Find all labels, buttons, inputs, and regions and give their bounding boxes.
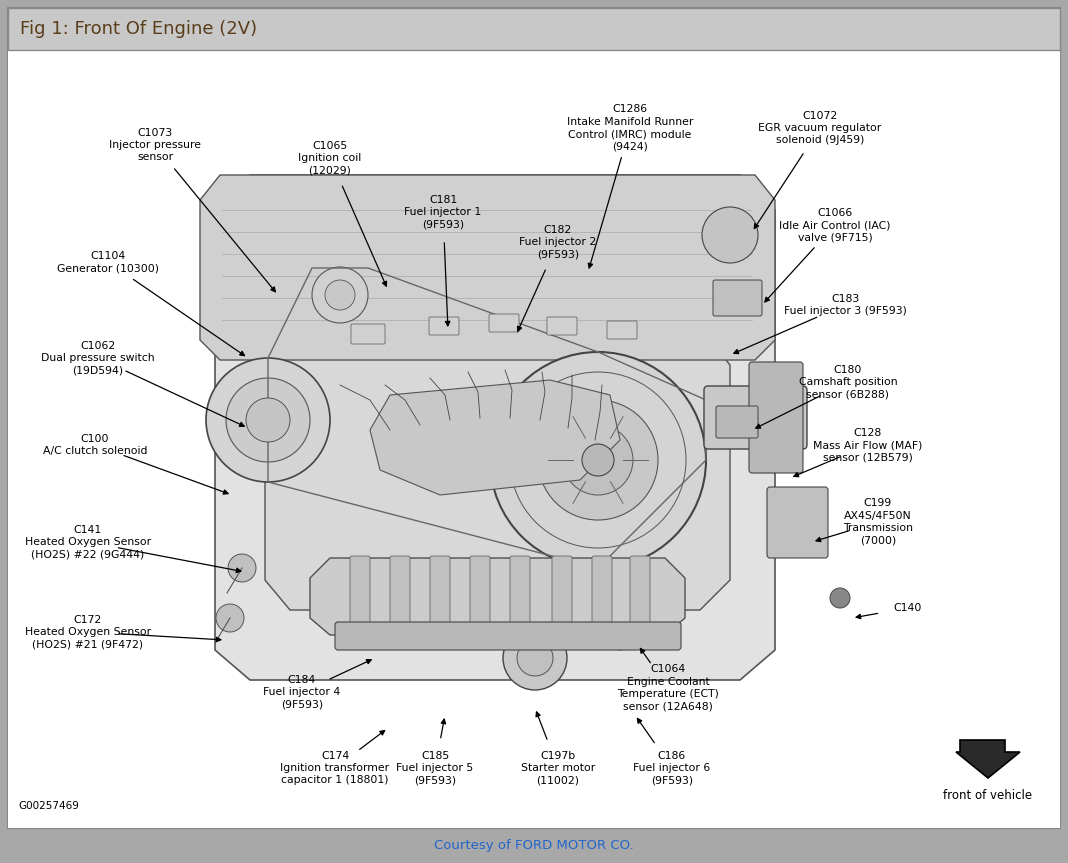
Text: front of vehicle: front of vehicle [943,789,1033,802]
Text: Courtesy of FORD MOTOR CO.: Courtesy of FORD MOTOR CO. [434,839,634,852]
Text: C1065
Ignition coil
(12029): C1065 Ignition coil (12029) [298,141,362,175]
Text: C1072
EGR vacuum regulator
solenoid (9J459): C1072 EGR vacuum regulator solenoid (9J4… [758,110,881,145]
Text: C197b
Starter motor
(11002): C197b Starter motor (11002) [521,751,595,785]
Polygon shape [265,340,731,610]
Text: C100
A/C clutch solenoid: C100 A/C clutch solenoid [43,434,147,457]
Circle shape [503,626,567,690]
FancyBboxPatch shape [335,622,681,650]
Circle shape [490,352,706,568]
Text: C184
Fuel injector 4
(9F593): C184 Fuel injector 4 (9F593) [264,675,341,709]
Circle shape [312,267,368,323]
FancyBboxPatch shape [470,556,490,638]
Circle shape [702,207,758,263]
FancyBboxPatch shape [607,321,637,339]
FancyBboxPatch shape [713,280,761,316]
Text: C1104
Generator (10300): C1104 Generator (10300) [57,251,159,274]
Text: C1066
Idle Air Control (IAC)
valve (9F715): C1066 Idle Air Control (IAC) valve (9F71… [780,208,891,243]
Polygon shape [200,175,775,360]
Bar [7,8,1061,50]
Circle shape [830,588,850,608]
Text: C1062
Dual pressure switch
(19D594): C1062 Dual pressure switch (19D594) [42,341,155,375]
Text: C183
Fuel injector 3 (9F593): C183 Fuel injector 3 (9F593) [784,293,907,316]
FancyBboxPatch shape [592,556,612,638]
FancyBboxPatch shape [716,406,758,438]
Text: G00257469: G00257469 [18,801,79,811]
FancyBboxPatch shape [749,362,803,473]
Text: C140: C140 [894,603,922,613]
Text: C181
Fuel injector 1
(9F593): C181 Fuel injector 1 (9F593) [405,194,482,230]
Text: C1073
Injector pressure
sensor: C1073 Injector pressure sensor [109,128,201,162]
Polygon shape [370,380,621,495]
Circle shape [206,358,330,482]
Circle shape [582,444,614,476]
Circle shape [325,280,355,310]
FancyBboxPatch shape [704,386,807,449]
Circle shape [608,626,632,650]
FancyBboxPatch shape [511,556,530,638]
Circle shape [226,378,310,462]
Circle shape [517,640,553,676]
FancyBboxPatch shape [552,556,572,638]
Polygon shape [215,175,775,680]
FancyBboxPatch shape [390,556,410,638]
Text: C174
Ignition transformer
capacitor 1 (18801): C174 Ignition transformer capacitor 1 (1… [281,751,390,785]
FancyBboxPatch shape [630,556,650,638]
Polygon shape [956,740,1020,778]
FancyBboxPatch shape [767,487,828,558]
Text: C128
Mass Air Flow (MAF)
sensor (12B579): C128 Mass Air Flow (MAF) sensor (12B579) [814,427,923,463]
Circle shape [227,554,256,582]
Text: C180
Camshaft position
sensor (6B288): C180 Camshaft position sensor (6B288) [799,364,897,400]
Text: C141
Heated Oxygen Sensor
(HO2S) #22 (9G444): C141 Heated Oxygen Sensor (HO2S) #22 (9G… [25,525,151,559]
FancyBboxPatch shape [429,317,459,335]
FancyBboxPatch shape [547,317,577,335]
FancyBboxPatch shape [430,556,450,638]
FancyBboxPatch shape [350,556,370,638]
FancyBboxPatch shape [489,314,519,332]
Text: C199
AX4S/4F50N
Transmission
(7000): C199 AX4S/4F50N Transmission (7000) [843,499,913,545]
Polygon shape [310,558,685,635]
Text: C185
Fuel injector 5
(9F593): C185 Fuel injector 5 (9F593) [396,751,473,785]
Text: C186
Fuel injector 6
(9F593): C186 Fuel injector 6 (9F593) [633,751,710,785]
Circle shape [563,425,633,495]
Circle shape [538,400,658,520]
Text: C172
Heated Oxygen Sensor
(HO2S) #21 (9F472): C172 Heated Oxygen Sensor (HO2S) #21 (9F… [25,614,151,649]
FancyBboxPatch shape [351,324,384,344]
Text: C1064
Engine Coolant
Temperature (ECT)
sensor (12A648): C1064 Engine Coolant Temperature (ECT) s… [617,665,719,712]
Text: Fig 1: Front Of Engine (2V): Fig 1: Front Of Engine (2V) [20,20,257,38]
Text: C182
Fuel injector 2
(9F593): C182 Fuel injector 2 (9F593) [519,224,597,260]
Circle shape [216,604,244,632]
Circle shape [246,398,290,442]
Text: C1286
Intake Manifold Runner
Control (IMRC) module
(9424): C1286 Intake Manifold Runner Control (IM… [567,104,693,152]
